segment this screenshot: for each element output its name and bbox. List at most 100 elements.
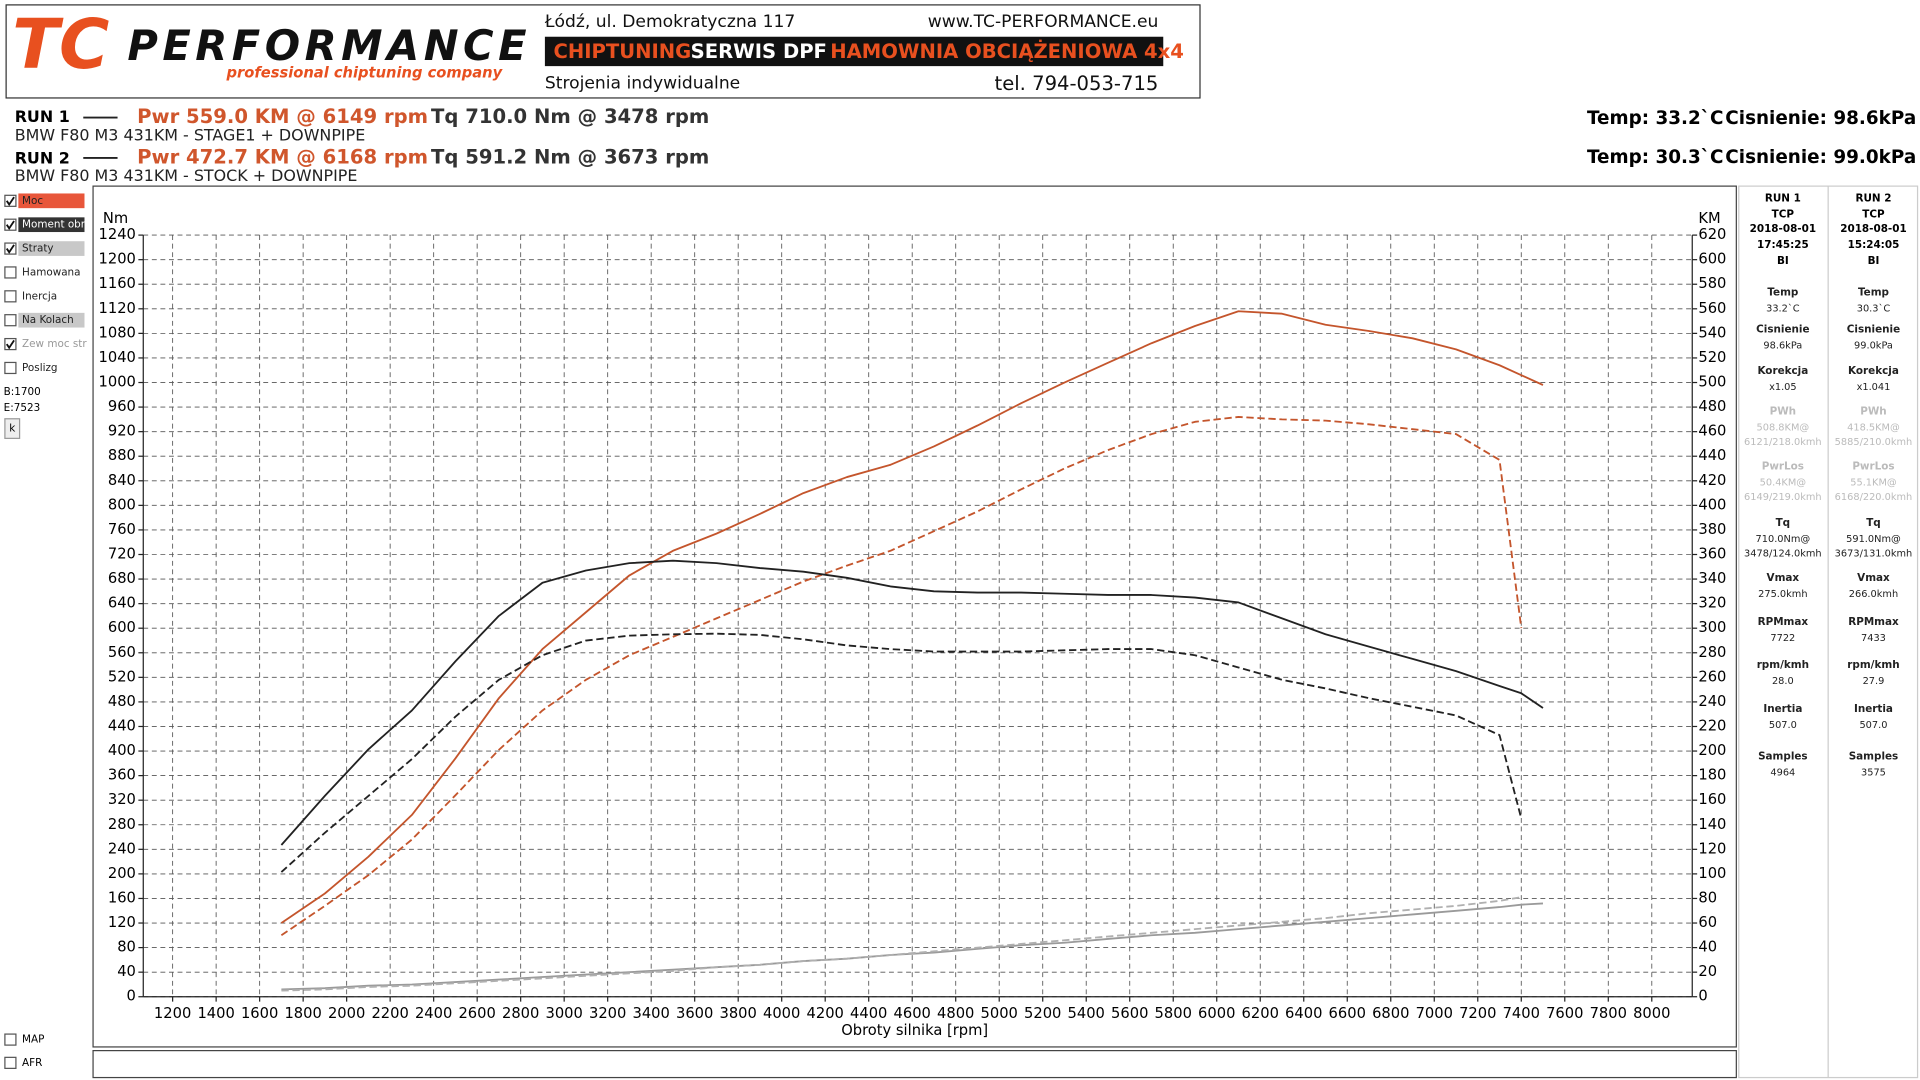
y-tick-label: 1040 [99,349,136,366]
option-label[interactable]: Moc [22,195,43,207]
info-header: 17:45:25 [1757,239,1809,251]
x-tick-label: 1400 [197,1005,234,1022]
y2-tick-label: 620 [1698,226,1726,243]
x-tick-label: 1600 [241,1005,278,1022]
info-header: 15:24:05 [1848,239,1900,251]
address: Łódź, ul. Demokratyczna 117 [544,12,795,32]
info-value: 7433 [1861,633,1886,644]
y-tick-label: 1160 [99,275,136,292]
option-label[interactable]: MAP [22,1034,44,1046]
x-tick-label: 4800 [937,1005,974,1022]
run-temp: Temp: 33.2`C [1587,108,1724,129]
y2-tick-label: 240 [1698,693,1726,710]
info-value: x1.05 [1769,382,1797,393]
y-tick-label: 80 [117,939,136,956]
info-label: Samples [1849,751,1899,763]
x-tick-label: 7000 [1416,1005,1453,1022]
info-label: Tq [1866,517,1881,529]
option-bg [18,193,85,209]
info-header: TCP [1772,208,1795,220]
option-label[interactable]: Zew moc str [22,338,87,350]
range-end: E:7523 [4,402,41,414]
x-tick-label: 7800 [1590,1005,1627,1022]
x-tick-label: 6200 [1242,1005,1279,1022]
y-tick-label: 920 [108,423,136,440]
y2-axis-title: KM [1698,210,1720,227]
checkbox[interactable] [4,194,17,207]
band-text: HAMOWNIA OBCIĄŻENIOWA 4x4 [830,39,1184,63]
x-tick-label: 3400 [632,1005,669,1022]
y-tick-label: 1240 [99,226,136,243]
info-label: Temp [1767,287,1798,299]
info-value: 710.0Nm@ [1756,534,1811,545]
x-tick-label: 2000 [328,1005,365,1022]
option-label[interactable]: Poslizg [22,362,58,374]
info-label: Cisnienie [1756,323,1809,335]
website: www.TC-PERFORMANCE.eu [928,12,1159,32]
run-temp: Temp: 30.3`C [1587,147,1724,168]
y-tick-label: 400 [108,742,136,759]
y-tick-label: 1200 [99,251,136,268]
checkbox[interactable] [4,361,17,375]
info-label: Temp [1858,287,1889,299]
info-header: 2018-08-01 [1840,223,1906,235]
option-bg [18,312,85,328]
info-value: 7722 [1770,633,1795,644]
info-label: PwrLos [1762,461,1804,473]
info-value: 50.4KM@ [1760,477,1807,488]
run-pressure: Cisnienie: 98.6kPa [1725,108,1916,129]
x-tick-label: 5000 [981,1005,1018,1022]
phone: tel. 794-053-715 [995,72,1159,95]
info-value: 3575 [1861,768,1886,779]
y2-tick-label: 360 [1698,545,1726,562]
y-tick-label: 960 [108,398,136,415]
y2-tick-label: 100 [1698,865,1726,882]
option-label[interactable]: Na Kolach [22,314,74,326]
info-value: 275.0kmh [1758,589,1807,600]
y2-tick-label: 200 [1698,742,1726,759]
option-label[interactable]: Hamowana [22,266,80,278]
option-label[interactable]: Inercja [22,290,57,302]
y2-tick-label: 460 [1698,423,1726,440]
info-header: BI [1777,255,1789,267]
checkbox[interactable] [4,1056,17,1069]
check-mark [5,196,15,207]
y2-tick-label: 420 [1698,472,1726,489]
info-value: 30.3`C [1857,303,1891,315]
y-tick-label: 1080 [99,324,136,341]
y-tick-label: 560 [108,644,136,661]
x-tick-label: 2400 [415,1005,452,1022]
info-value: 5885/210.0kmh [1835,437,1913,448]
option-label[interactable]: Moment obr. [22,219,87,231]
checkbox[interactable] [4,337,17,351]
y2-tick-label: 440 [1698,447,1726,464]
info-value: 507.0 [1859,720,1887,731]
info-label: rpm/kmh [1757,659,1809,671]
button-label[interactable]: k [9,423,15,435]
button[interactable] [4,418,21,439]
x-tick-label: 6800 [1372,1005,1409,1022]
y2-tick-label: 540 [1698,324,1726,341]
checkbox[interactable] [4,290,17,303]
info-value: x1.041 [1857,382,1891,393]
y2-tick-label: 280 [1698,644,1726,661]
y-tick-label: 440 [108,717,136,734]
x-tick-label: 4600 [894,1005,931,1022]
checkbox[interactable] [4,266,17,279]
checkbox[interactable] [4,218,17,231]
checkbox[interactable] [4,314,17,327]
y-tick-label: 880 [108,447,136,464]
info-label: Cisnienie [1847,323,1900,335]
option-label[interactable]: AFR [22,1057,42,1069]
x-tick-label: 4000 [763,1005,800,1022]
y-tick-label: 280 [108,816,136,833]
option-label[interactable]: Straty [22,243,54,255]
checkbox[interactable] [4,1033,17,1046]
info-label: RPMmax [1848,616,1899,628]
y-tick-label: 240 [108,840,136,857]
run-torque: Tq 591.2 Nm @ 3673 rpm [431,145,709,168]
checkbox[interactable] [4,242,17,255]
y2-tick-label: 180 [1698,767,1726,784]
